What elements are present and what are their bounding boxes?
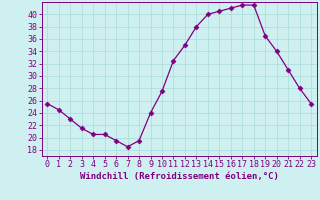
X-axis label: Windchill (Refroidissement éolien,°C): Windchill (Refroidissement éolien,°C) <box>80 172 279 181</box>
